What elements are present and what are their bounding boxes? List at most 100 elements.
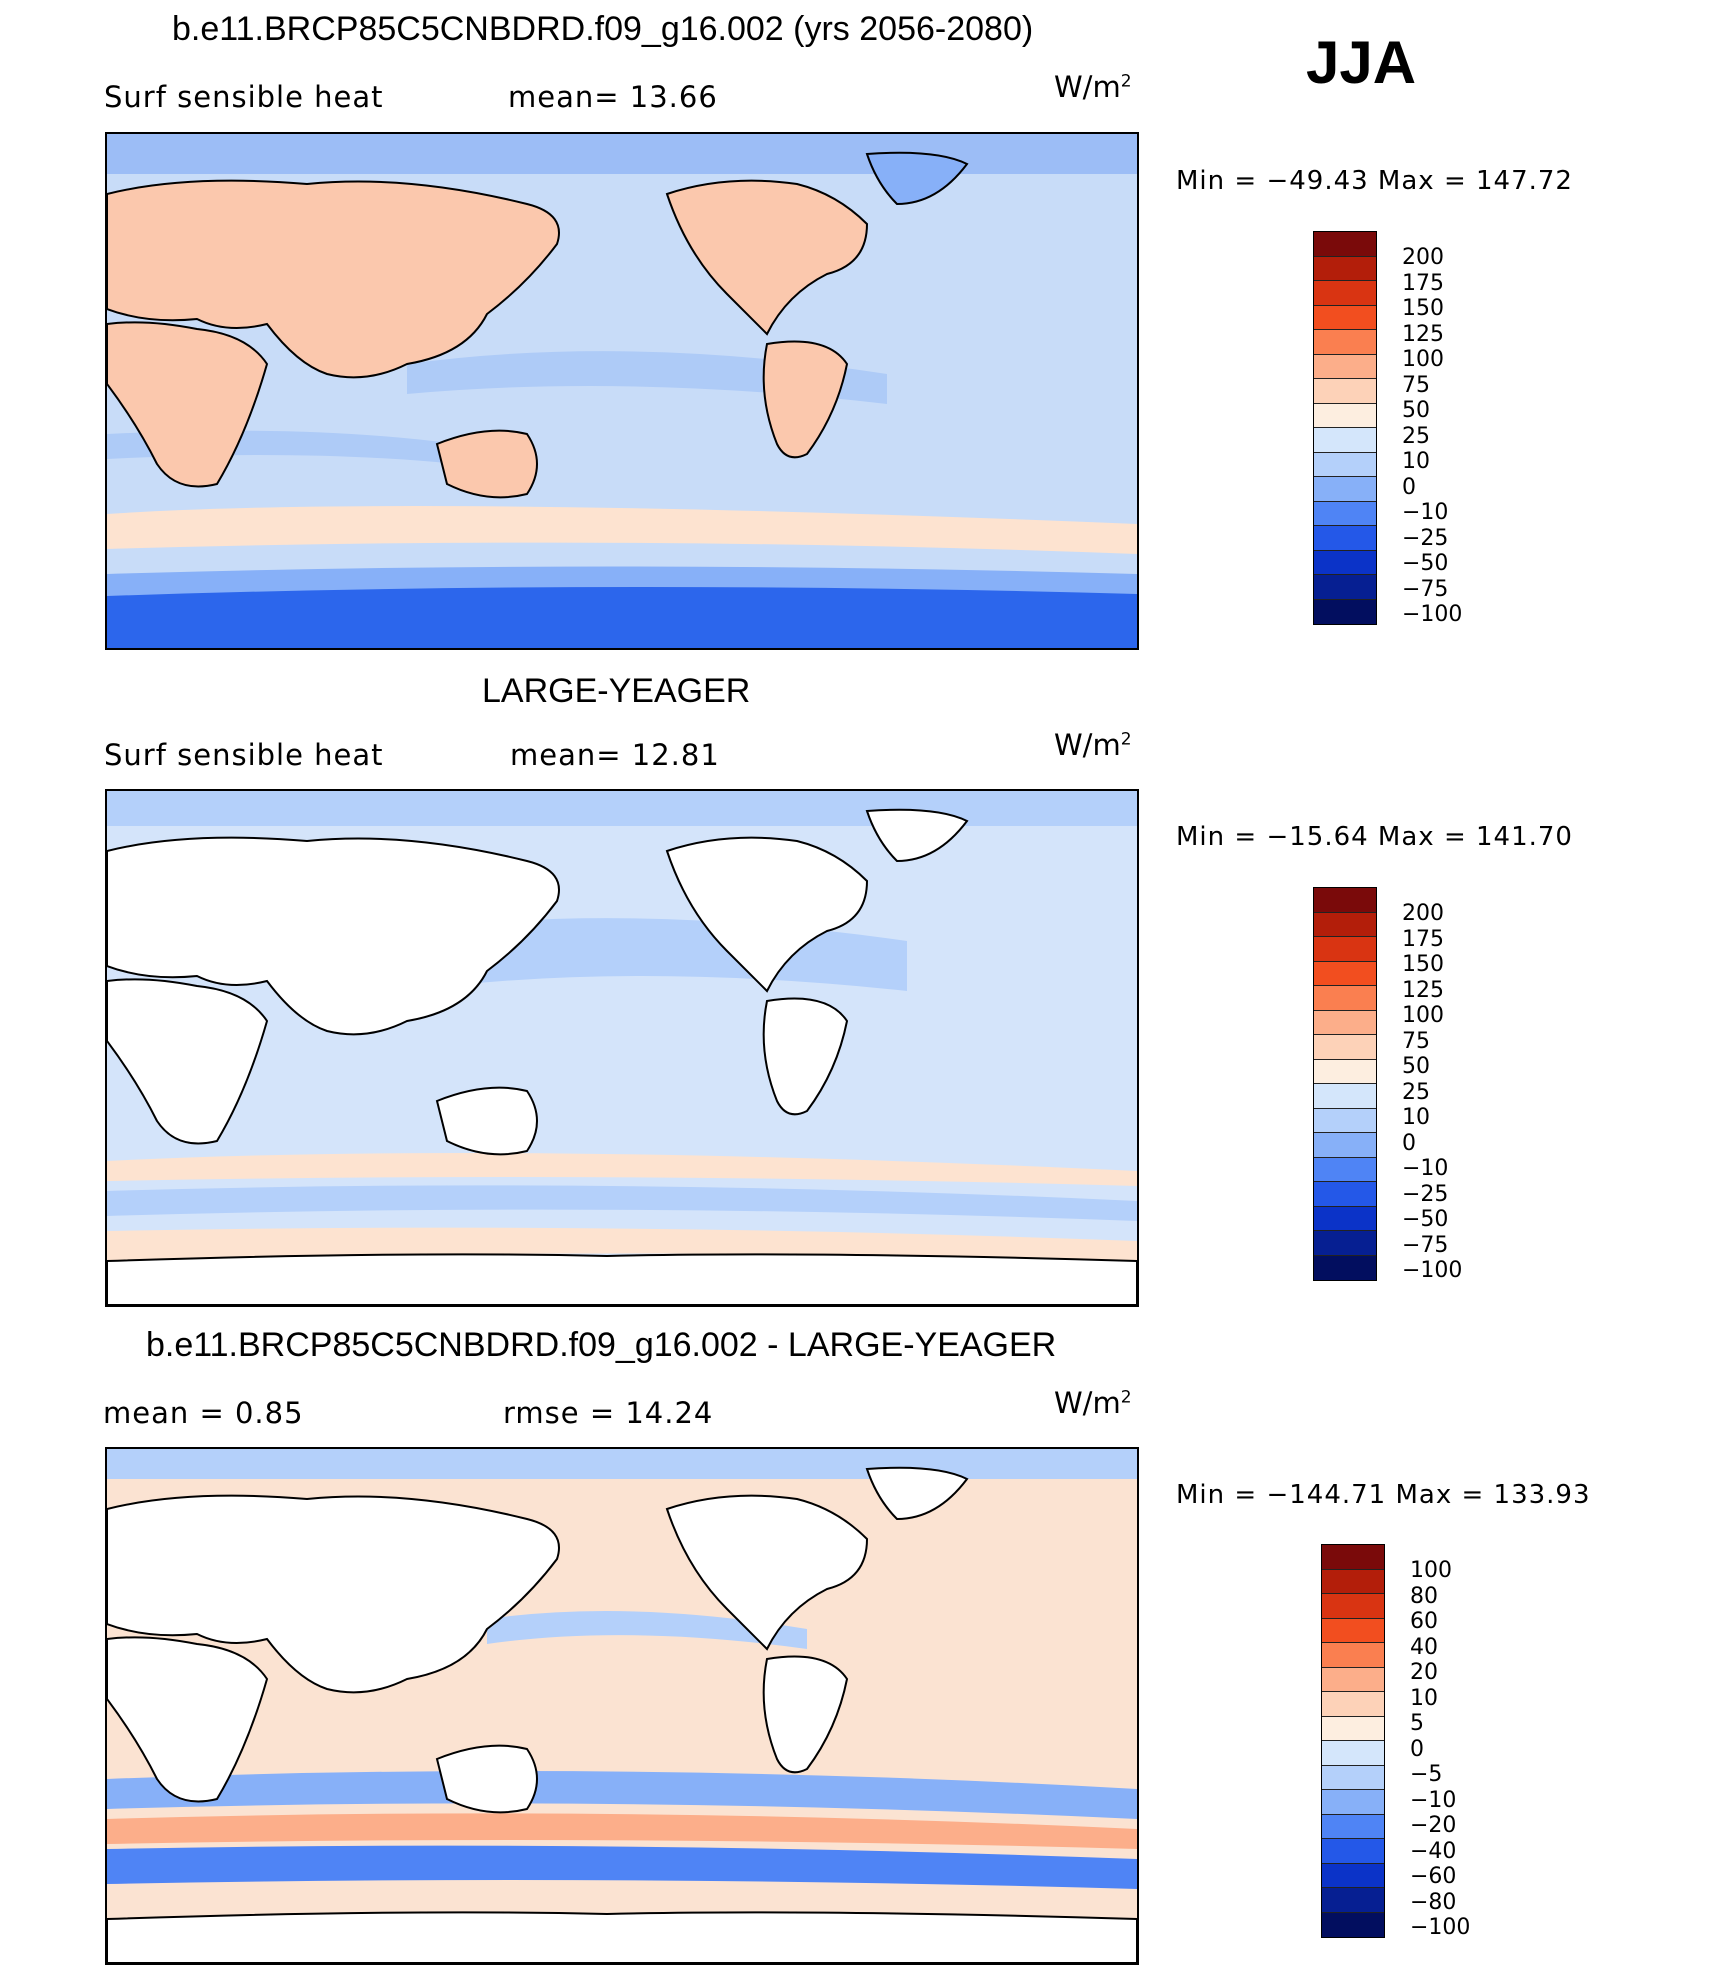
colorbar-tick-label: −50 [1402,1207,1449,1232]
panel3-map-canvas [107,1449,1137,1963]
colorbar-tick-label: 100 [1410,1558,1452,1583]
greenland [865,151,969,206]
colorbar-swatch [1314,379,1376,404]
colorbar-tick-label: −40 [1410,1838,1457,1864]
panel2-title: LARGE-YEAGER [482,672,751,710]
colorbar-swatch [1322,1814,1384,1839]
panel2-colorbar-labels: 200 175 150 125 100 75 50 25 10 0 −10 −25 −50 −75 −100 [1402,901,1462,1284]
colorbar-swatch [1314,1059,1376,1084]
colorbar-swatch [1314,1108,1376,1133]
north-america [665,1494,869,1651]
colorbar-tick-label: 75 [1402,372,1430,398]
colorbar-tick-label: 0 [1410,1736,1424,1762]
colorbar-tick-label: 100 [1402,347,1444,372]
colorbar-swatch [1322,1594,1384,1619]
panel3-mean-label: mean = 0.85 [103,1396,304,1430]
colorbar-tick-label: 50 [1402,398,1430,423]
colorbar-tick-label: 150 [1402,296,1444,321]
colorbar-swatch [1314,1231,1376,1256]
season-label: JJA [1306,29,1417,96]
colorbar-swatch [1314,937,1376,962]
eurasia [107,179,560,379]
colorbar-swatch [1322,1569,1384,1594]
colorbar-tick-label: 125 [1402,321,1444,347]
colorbar-swatch [1314,232,1376,257]
colorbar-swatch [1314,1206,1376,1231]
colorbar-tick-label: 175 [1402,926,1444,952]
colorbar-tick-label: −100 [1410,1915,1471,1940]
panel2-colorbar [1313,887,1377,1281]
colorbar-tick-label: 50 [1402,1054,1430,1079]
africa [107,1636,269,1803]
panel2-mean-label: mean= 12.81 [510,738,720,772]
panel3-map [105,1447,1139,1965]
africa [107,321,269,488]
colorbar-swatch [1314,1133,1376,1158]
panel2-variable-label: Surf sensible heat [104,738,384,772]
colorbar-swatch [1322,1790,1384,1815]
colorbar-tick-label: 25 [1402,1079,1430,1105]
panel3-minmax: Min = −144.71 Max = 133.93 [1176,1480,1591,1510]
continents [107,151,969,499]
colorbar-tick-label: 125 [1402,977,1444,1003]
colorbar-swatch [1322,1692,1384,1717]
north-america [665,179,869,336]
colorbar-swatch [1314,526,1376,551]
antarctic-band [107,580,1137,648]
colorbar-tick-label: 40 [1410,1634,1438,1660]
eurasia [107,1494,560,1694]
colorbar-swatch [1322,1741,1384,1766]
colorbar-swatch [1314,501,1376,526]
panel2-map-canvas [107,791,1137,1305]
arctic-band [107,1449,1137,1479]
colorbar-tick-label: 10 [1402,449,1430,474]
southern-cool-band [107,566,1137,596]
panel1-map-canvas [107,134,1137,648]
colorbar-tick-label: 150 [1402,952,1444,977]
australia [435,429,538,499]
colorbar-swatch [1322,1618,1384,1643]
colorbar-swatch [1314,1255,1376,1280]
colorbar-tick-label: 100 [1402,1003,1444,1028]
antarctic-band [107,1845,1137,1889]
colorbar-swatch [1322,1888,1384,1913]
southern-warm-band [107,1813,1137,1849]
colorbar-tick-label: −20 [1410,1813,1457,1838]
southern-warm-band [107,1153,1137,1186]
continents [107,1466,1137,1963]
colorbar-swatch [1322,1839,1384,1864]
colorbar-tick-label: −10 [1410,1787,1457,1813]
colorbar-swatch [1314,305,1376,330]
colorbar-swatch [1322,1667,1384,1692]
panel3-rmse-label: rmse = 14.24 [503,1396,714,1430]
arctic-band [107,134,1137,174]
colorbar-tick-label: −75 [1402,576,1449,602]
panel1-minmax: Min = −49.43 Max = 147.72 [1176,166,1573,196]
colorbar-tick-label: −50 [1402,551,1449,576]
colorbar-swatch [1314,428,1376,453]
colorbar-swatch [1322,1912,1384,1937]
eurasia [107,836,560,1036]
colorbar-tick-label: −5 [1410,1762,1443,1787]
colorbar-swatch [1314,477,1376,502]
south-america [762,1655,849,1774]
colorbar-swatch [1314,912,1376,937]
panel1-map [105,132,1139,650]
colorbar-tick-label: 200 [1402,245,1444,270]
antarctica [107,1911,1137,1963]
colorbar-tick-label: 175 [1402,270,1444,296]
panel2-units: W/m2 [1054,728,1132,762]
australia [435,1744,538,1814]
colorbar-swatch [1314,1035,1376,1060]
colorbar-tick-label: 200 [1402,901,1444,926]
colorbar-swatch [1314,256,1376,281]
panel3-title: b.e11.BRCP85C5CNBDRD.f09_g16.002 - LARGE… [146,1326,1057,1364]
colorbar-swatch [1314,452,1376,477]
colorbar-swatch [1314,550,1376,575]
colorbar-tick-label: −10 [1402,1156,1449,1181]
southern-cool-band [107,1185,1137,1221]
colorbar-swatch [1314,1157,1376,1182]
colorbar-swatch [1314,986,1376,1011]
colorbar-tick-label: −100 [1402,602,1463,627]
colorbar-swatch [1314,403,1376,428]
